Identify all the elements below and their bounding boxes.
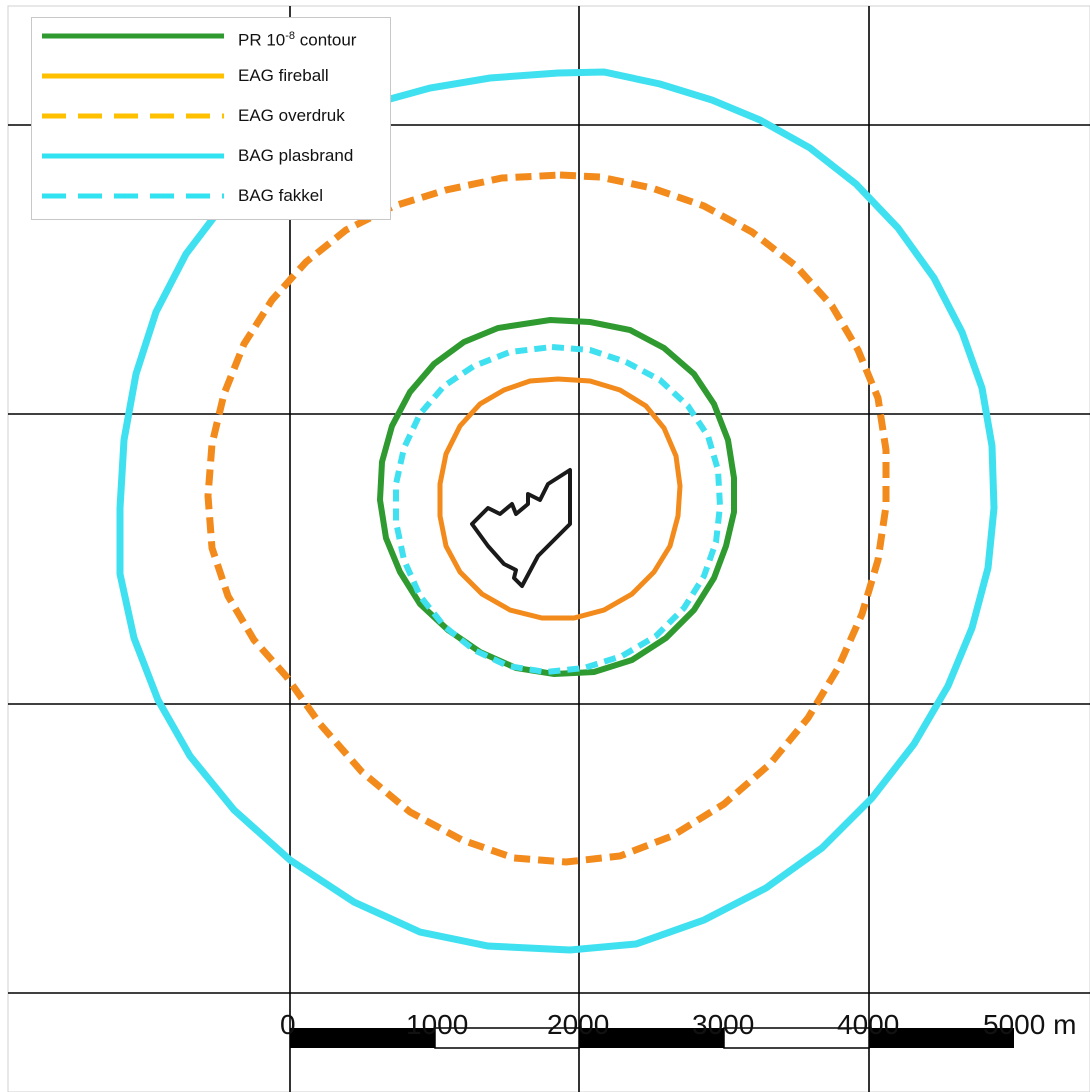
legend-item-bag-fakkel: BAG fakkel [32, 181, 390, 211]
map-grid [8, 6, 1090, 1092]
scale-bar-segment [579, 1028, 724, 1048]
eag-fireball-contour [437, 376, 683, 621]
legend-item-eag-fireball: EAG fireball [32, 61, 390, 91]
map-frame [7, 5, 1090, 1092]
legend-item-pr-contour: PR 10-8 contour [32, 21, 390, 51]
scale-bar-segment [290, 1028, 435, 1048]
pr-contour [376, 316, 737, 678]
eag-overdruk-contour [204, 171, 890, 866]
legend-solid-line-icon [42, 73, 224, 79]
scale-bar-segment [869, 1028, 1014, 1048]
legend-item-eag-overdruk: EAG overdruk [32, 101, 390, 131]
scale-bar [290, 1027, 1014, 1049]
legend-item-bag-plasbrand: BAG plasbrand [32, 141, 390, 171]
scale-label: 4000 [837, 1009, 900, 1040]
legend-label-pr-contour: PR 10-8 contour [238, 30, 357, 50]
legend-label-bag-fakkel: BAG fakkel [238, 186, 324, 205]
scale-label: 5000 m [983, 1009, 1077, 1040]
site-outline [470, 468, 572, 588]
map-legend: PR 10-8 contour EAG fireball EAG overdru… [31, 17, 391, 220]
scale-label: 2000 [547, 1009, 610, 1040]
scale-label: 1000 [406, 1009, 469, 1040]
legend-solid-line-icon [42, 33, 224, 39]
legend-label-bag-plasbrand: BAG plasbrand [238, 146, 354, 165]
legend-dashed-line-icon [42, 193, 224, 199]
legend-solid-line-icon [42, 153, 224, 159]
scale-label: 3000 [692, 1009, 755, 1040]
legend-dashed-line-icon [42, 113, 224, 119]
scale-label: 0 [280, 1009, 296, 1040]
bag-plasbrand-contour [116, 68, 998, 954]
legend-label-eag-overdruk: EAG overdruk [238, 106, 345, 125]
legend-label-eag-fireball: EAG fireball [238, 66, 329, 85]
